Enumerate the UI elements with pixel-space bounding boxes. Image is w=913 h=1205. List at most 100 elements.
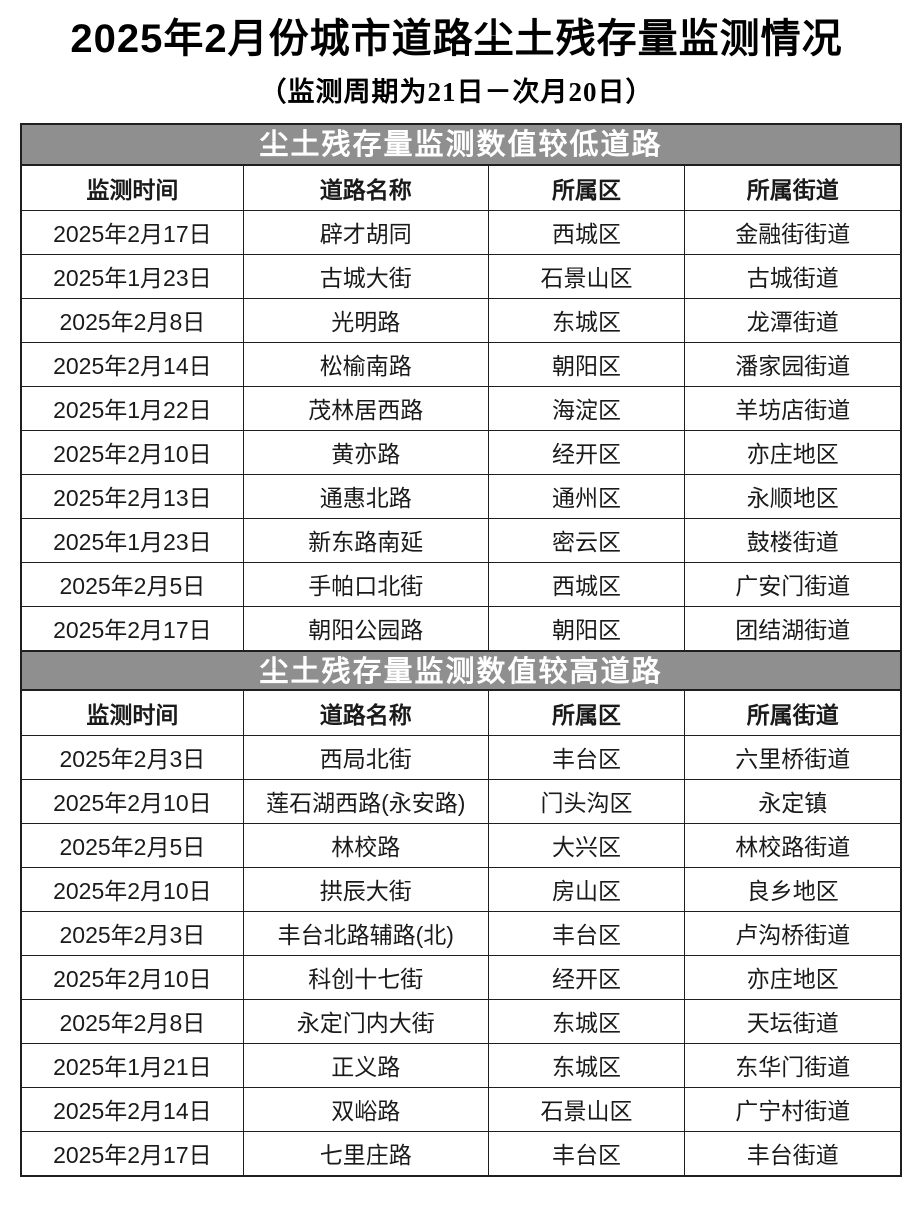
table-cell: 2025年1月22日 xyxy=(22,386,244,431)
table-cell: 房山区 xyxy=(488,867,686,912)
table-cell: 莲石湖西路(永安路) xyxy=(243,779,489,824)
table-cell: 2025年1月23日 xyxy=(22,518,244,563)
table-cell: 石景山区 xyxy=(488,254,686,299)
table-cell: 手帕口北街 xyxy=(243,562,489,607)
table-cell: 拱辰大街 xyxy=(243,867,489,912)
table-row: 2025年2月13日 通惠北路 通州区 永顺地区 xyxy=(22,474,900,519)
table-cell: 大兴区 xyxy=(488,823,686,868)
table-row: 2025年1月23日 新东路南延 密云区 鼓楼街道 xyxy=(22,518,900,563)
table-row: 2025年2月3日 西局北街 丰台区 六里桥街道 xyxy=(22,735,900,780)
table-cell: 鼓楼街道 xyxy=(684,518,900,563)
table-cell: 西城区 xyxy=(488,562,686,607)
table-cell: 古城街道 xyxy=(684,254,900,299)
table-cell: 广宁村街道 xyxy=(684,1087,900,1132)
table-row: 2025年2月17日 辟才胡同 西城区 金融街街道 xyxy=(22,210,900,255)
table-cell: 西城区 xyxy=(488,210,686,255)
table-cell: 羊坊店街道 xyxy=(684,386,900,431)
table-cell: 2025年2月10日 xyxy=(22,430,244,475)
table-cell: 石景山区 xyxy=(488,1087,686,1132)
table-cell: 东华门街道 xyxy=(684,1043,900,1088)
table-cell: 通惠北路 xyxy=(243,474,489,519)
table-cell: 光明路 xyxy=(243,298,489,343)
table-cell: 卢沟桥街道 xyxy=(684,911,900,956)
table-cell: 辟才胡同 xyxy=(243,210,489,255)
table-row: 2025年2月14日 双峪路 石景山区 广宁村街道 xyxy=(22,1087,900,1132)
table-cell: 广安门街道 xyxy=(684,562,900,607)
table-cell: 2025年2月17日 xyxy=(22,210,244,255)
table-row: 2025年2月3日 丰台北路辅路(北) 丰台区 卢沟桥街道 xyxy=(22,911,900,956)
table-cell: 丰台街道 xyxy=(746,1142,839,1169)
table-cell: 2025年2月14日 xyxy=(22,1087,244,1132)
table-cell: 2025年2月8日 xyxy=(22,298,244,343)
table-cell: 永定门内大街 xyxy=(243,999,489,1044)
table-cell: 2025年2月8日 xyxy=(22,999,244,1044)
table-cell: 良乡地区 xyxy=(684,867,900,912)
table-cell: 2025年1月21日 xyxy=(22,1043,244,1088)
table-row: 2025年2月17日 七里庄路 丰台区 丰台街道 xyxy=(22,1131,900,1175)
table-cell: 2025年2月10日 xyxy=(22,779,244,824)
header-row: 监测时间 道路名称 所属区 所属街道 xyxy=(22,691,900,736)
monitoring-tables: 尘土残存量监测数值较低道路 监测时间 道路名称 所属区 所属街道 2025年2月… xyxy=(20,123,902,1177)
page-title: 2025年2月份城市道路尘土残存量监测情况 xyxy=(70,17,843,61)
table-cell: 2025年2月13日 xyxy=(22,474,244,519)
table-cell: 丰台北路辅路(北) xyxy=(243,911,489,956)
table-row: 2025年2月10日 黄亦路 经开区 亦庄地区 xyxy=(22,430,900,475)
table-cell: 丰台区 xyxy=(488,1131,686,1175)
table-cell: 2025年2月10日 xyxy=(22,955,244,1000)
table-row: 2025年2月10日 莲石湖西路(永安路) 门头沟区 永定镇 xyxy=(22,779,900,824)
low-value-roads-body: 2025年2月17日 辟才胡同 西城区 金融街街道 2025年1月23日 古城大街 石景山区… xyxy=(22,210,900,650)
table-cell: 2025年2月5日 xyxy=(22,823,244,868)
col-header-subdistrict: 所属街道 xyxy=(684,691,900,736)
table-cell: 朝阳区 xyxy=(488,606,686,650)
table-cell: 松榆南路 xyxy=(243,342,489,387)
table-cell: 门头沟区 xyxy=(488,779,686,824)
table-cell: 正义路 xyxy=(243,1043,489,1088)
table-cell: 东城区 xyxy=(488,1043,686,1088)
table-row: 2025年2月10日 科创十七街 经开区 亦庄地区 xyxy=(22,955,900,1000)
table-cell: 2025年2月14日 xyxy=(22,342,244,387)
col-header-subdistrict: 所属街道 xyxy=(684,166,900,211)
table-cell: 金融街街道 xyxy=(684,210,900,255)
table-cell: 2025年2月17日 xyxy=(22,1131,244,1175)
table-cell: 茂林居西路 xyxy=(243,386,489,431)
table-row: 2025年2月17日 朝阳公园路 朝阳区 团结湖街道 xyxy=(22,606,900,650)
table-cell: 西局北街 xyxy=(243,735,489,780)
table-cell: 东城区 xyxy=(488,298,686,343)
table-row: 2025年2月8日 永定门内大街 东城区 天坛街道 xyxy=(22,999,900,1044)
table-row: 2025年2月5日 林校路 大兴区 林校路街道 xyxy=(22,823,900,868)
table-cell: 团结湖街道 xyxy=(735,617,851,644)
table-cell: 2025年2月17日 xyxy=(22,606,244,650)
table-cell: 永顺地区 xyxy=(684,474,900,519)
page-subtitle: （监测周期为21日－次月20日） xyxy=(259,77,654,107)
table-cell: 海淀区 xyxy=(488,386,686,431)
table-cell: 亦庄地区 xyxy=(684,430,900,475)
table-cell: 2025年2月5日 xyxy=(22,562,244,607)
table-cell: 六里桥街道 xyxy=(684,735,900,780)
col-header-district: 所属区 xyxy=(488,166,686,211)
table-header: 监测时间 道路名称 所属区 所属街道 xyxy=(22,166,900,211)
col-header-road-name: 道路名称 xyxy=(243,691,489,736)
section-banner-low: 尘土残存量监测数值较低道路 xyxy=(22,125,900,166)
table-cell: 2025年2月3日 xyxy=(22,735,244,780)
table-cell: 东城区 xyxy=(488,999,686,1044)
table-cell: 天坛街道 xyxy=(684,999,900,1044)
table-cell: 朝阳公园路 xyxy=(243,606,489,650)
table-header: 监测时间 道路名称 所属区 所属街道 xyxy=(22,691,900,736)
col-header-road-name: 道路名称 xyxy=(243,166,489,211)
table-row: 2025年2月14日 松榆南路 朝阳区 潘家园街道 xyxy=(22,342,900,387)
table-cell: 林校路街道 xyxy=(684,823,900,868)
table-row: 2025年1月22日 茂林居西路 海淀区 羊坊店街道 xyxy=(22,386,900,431)
high-value-roads-body: 2025年2月3日 西局北街 丰台区 六里桥街道 2025年2月10日 莲石湖西路(永安路… xyxy=(22,735,900,1175)
table-cell: 新东路南延 xyxy=(243,518,489,563)
table-row: 2025年2月5日 手帕口北街 西城区 广安门街道 xyxy=(22,562,900,607)
high-value-roads-table: 监测时间 道路名称 所属区 所属街道 2025年2月3日 西局北街 丰台区 六里桥街道… xyxy=(22,691,900,1175)
table-cell: 2025年2月10日 xyxy=(22,867,244,912)
table-cell: 林校路 xyxy=(243,823,489,868)
table-cell: 朝阳区 xyxy=(488,342,686,387)
table-cell: 丰台区 xyxy=(488,735,686,780)
table-cell: 龙潭街道 xyxy=(684,298,900,343)
table-cell: 古城大街 xyxy=(243,254,489,299)
table-cell: 通州区 xyxy=(488,474,686,519)
table-cell: 2025年1月23日 xyxy=(22,254,244,299)
